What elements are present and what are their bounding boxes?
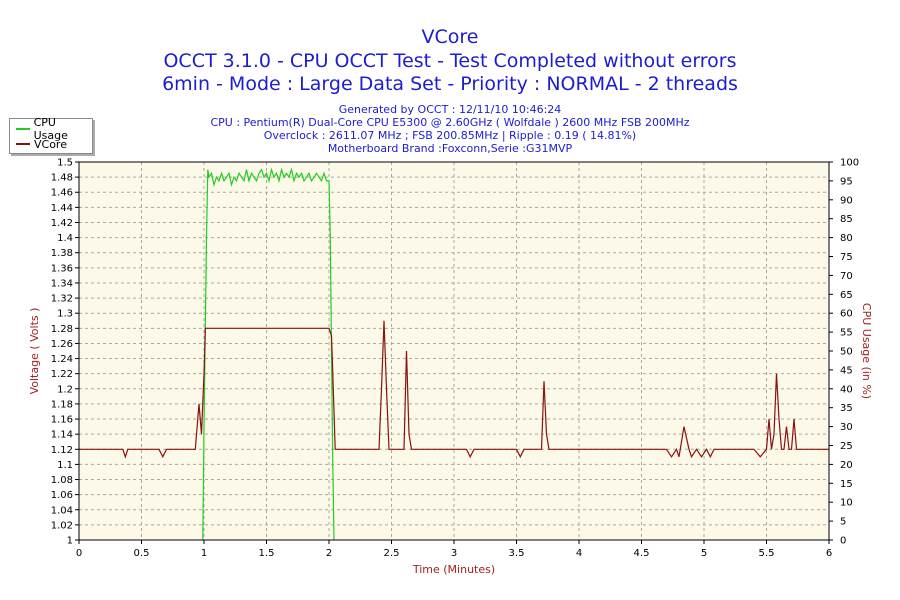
y-right-tick-label: 30 bbox=[840, 422, 853, 433]
y-left-tick-label: 1.14 bbox=[51, 430, 73, 441]
y-left-tick-label: 1.22 bbox=[51, 369, 73, 380]
y-left-tick-label: 1.2 bbox=[57, 384, 73, 395]
x-tick-label: 4.5 bbox=[634, 548, 650, 559]
y-right-tick-label: 100 bbox=[840, 158, 859, 169]
y-right-tick-label: 10 bbox=[840, 498, 853, 509]
series-line-vcore bbox=[79, 320, 829, 459]
y-left-tick-label: 1.5 bbox=[57, 158, 73, 169]
y-right-tick-label: 25 bbox=[840, 441, 853, 452]
y-right-tick-label: 20 bbox=[840, 460, 853, 471]
legend-label-vcore: VCore bbox=[34, 137, 67, 151]
x-tick-label: 5 bbox=[701, 548, 707, 559]
x-tick-label: 0.5 bbox=[134, 548, 150, 559]
info-cpu: CPU : Pentium(R) Dual-Core CPU E5300 @ 2… bbox=[210, 116, 690, 129]
y-left-tick-label: 1.4 bbox=[57, 233, 73, 244]
y-left-tick-label: 1.18 bbox=[51, 399, 73, 410]
y-right-tick-label: 80 bbox=[840, 233, 853, 244]
y-left-tick-label: 1.02 bbox=[51, 520, 73, 531]
y-left-tick-label: 1.1 bbox=[57, 460, 73, 471]
y-left-tick-label: 1.36 bbox=[51, 263, 73, 274]
legend-swatch-vcore bbox=[16, 143, 30, 145]
y-right-tick-label: 60 bbox=[840, 309, 853, 320]
y-right-tick-label: 70 bbox=[840, 271, 853, 282]
series-group bbox=[79, 167, 829, 541]
y-left-axis-ticks: 1 1.02 1.04 1.06 1.08 1.1 1.12 1.14 1.16 1.18 1.2 1… bbox=[51, 158, 79, 547]
y-left-tick-label: 1.32 bbox=[51, 294, 73, 305]
chart-subtitle-line-1: OCCT 3.1.0 - CPU OCCT Test - Test Comple… bbox=[163, 50, 737, 72]
series-line-cpu-usage bbox=[202, 167, 335, 541]
info-overclock: Overclock : 2611.07 MHz ; FSB 200.85MHz … bbox=[263, 129, 637, 142]
y-right-tick-label: 5 bbox=[840, 517, 846, 528]
legend: CPU Usage VCore bbox=[9, 116, 93, 154]
y-right-tick-label: 75 bbox=[840, 252, 853, 263]
y-left-tick-label: 1.26 bbox=[51, 339, 73, 350]
x-tick-label: 6 bbox=[826, 548, 832, 559]
y-left-tick-label: 1.12 bbox=[51, 445, 73, 456]
legend-item-vcore: VCore bbox=[16, 137, 67, 151]
y-left-tick-label: 1.28 bbox=[51, 324, 73, 335]
y-right-tick-label: 55 bbox=[840, 328, 853, 339]
y-left-axis-label: Voltage ( Volts ) bbox=[28, 308, 41, 395]
y-right-axis-ticks: 0 5 10 15 20 25 30 35 40 45 50 55 60 65 70 75 80 85 90 95 10… bbox=[829, 158, 859, 547]
x-tick-label: 0 bbox=[76, 548, 82, 559]
y-left-tick-label: 1.06 bbox=[51, 490, 73, 501]
y-left-tick-label: 1.08 bbox=[51, 475, 73, 486]
x-axis-ticks: 0 0.5 1 1.5 2 2.5 3 3.5 4 4.5 5 5.5 6 bbox=[76, 540, 832, 559]
x-tick-label: 5.5 bbox=[759, 548, 775, 559]
y-right-tick-label: 40 bbox=[840, 384, 853, 395]
y-left-tick-label: 1.46 bbox=[51, 188, 73, 199]
y-left-tick-label: 1.34 bbox=[51, 278, 73, 289]
x-tick-label: 4 bbox=[576, 548, 582, 559]
x-tick-label: 3 bbox=[451, 548, 457, 559]
y-right-tick-label: 85 bbox=[840, 214, 853, 225]
y-left-tick-label: 1.38 bbox=[51, 248, 73, 259]
y-right-tick-label: 15 bbox=[840, 479, 853, 490]
y-right-tick-label: 95 bbox=[840, 176, 853, 187]
info-generated: Generated by OCCT : 12/11/10 10:46:24 bbox=[338, 103, 562, 116]
y-left-tick-label: 1.3 bbox=[57, 309, 73, 320]
y-right-axis-label: CPU Usage (in %) bbox=[860, 303, 873, 399]
plot-border bbox=[78, 161, 830, 541]
y-left-tick-label: 1 bbox=[67, 536, 73, 547]
y-left-tick-label: 1.24 bbox=[51, 354, 73, 365]
y-right-tick-label: 0 bbox=[840, 536, 846, 547]
chart-subtitle-line-2: 6min - Mode : Large Data Set - Priority … bbox=[162, 73, 738, 95]
x-tick-label: 1.5 bbox=[259, 548, 275, 559]
y-left-tick-label: 1.16 bbox=[51, 415, 73, 426]
x-tick-label: 1 bbox=[201, 548, 207, 559]
x-tick-label: 2.5 bbox=[384, 548, 400, 559]
y-left-tick-label: 1.04 bbox=[51, 505, 73, 516]
legend-label-cpu: CPU Usage bbox=[33, 116, 68, 142]
info-motherboard: Motherboard Brand :Foxconn,Serie :G31MVP bbox=[327, 142, 573, 155]
y-right-tick-label: 65 bbox=[840, 290, 853, 301]
y-right-tick-label: 50 bbox=[840, 347, 853, 358]
y-right-tick-label: 45 bbox=[840, 365, 853, 376]
grid bbox=[79, 162, 829, 540]
legend-item-cpu: CPU Usage bbox=[16, 116, 92, 142]
x-tick-label: 2 bbox=[326, 548, 332, 559]
y-left-tick-label: 1.42 bbox=[51, 218, 73, 229]
legend-swatch-cpu bbox=[16, 128, 30, 130]
y-left-tick-label: 1.44 bbox=[51, 203, 73, 214]
chart-title: VCore bbox=[421, 26, 479, 48]
y-left-tick-label: 1.48 bbox=[51, 173, 73, 184]
y-right-tick-label: 35 bbox=[840, 403, 853, 414]
x-tick-label: 3.5 bbox=[509, 548, 525, 559]
y-right-tick-label: 90 bbox=[840, 195, 853, 206]
x-axis-label: Time (Minutes) bbox=[412, 563, 495, 576]
